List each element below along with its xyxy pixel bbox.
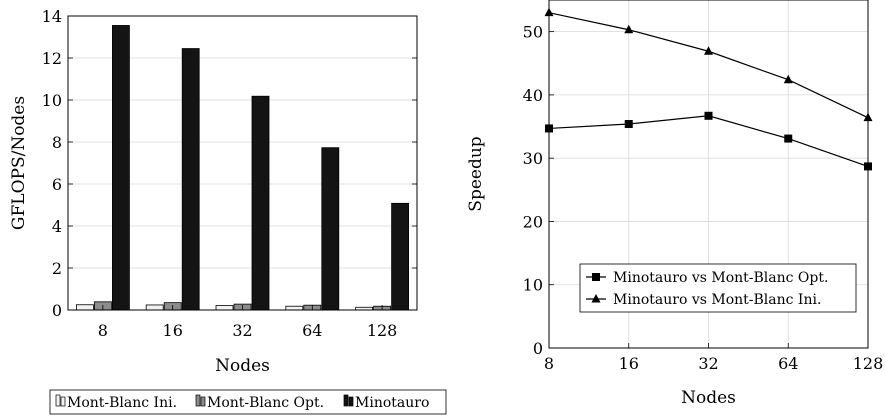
y-tick-label: 12 [42,49,62,68]
data-point [704,46,713,55]
data-point [783,74,793,84]
x-axis-label: Nodes [681,388,736,408]
bar [112,25,130,311]
legend-box [579,263,857,313]
y-tick-label: 20 [523,212,543,231]
x-tick-label: 128 [853,354,884,373]
data-point [863,112,873,122]
plot-frame [548,0,869,349]
x-tick-label: 32 [698,354,718,373]
x-tick-label: 32 [232,321,252,340]
data-point [704,111,713,120]
y-tick-label: 8 [52,133,62,152]
bar [145,304,164,311]
x-tick-label: 16 [163,321,183,340]
y-tick-label: 4 [52,217,62,236]
gflops-per-node-bar-chart: 0 2 4 6 8 10 12 14 8 16 32 64 128 Nodes GFLOPS/Nodes Mo… [9,7,447,415]
x-axis-label: Nodes [215,356,270,376]
bar [181,48,200,311]
x-tick-label: 64 [778,354,798,373]
bar [251,95,270,311]
data-point [784,134,793,143]
data-point [624,120,633,129]
legend-label: Mont-Blanc Ini. [67,395,177,411]
y-axis-label: Speedup [466,136,486,211]
x-tick-label: 8 [98,321,108,340]
y-tick-label: 40 [523,86,543,105]
data-point [545,124,553,133]
x-tick-label: 8 [544,354,554,373]
y-axis-label: GFLOPS/Nodes [9,96,29,230]
y-tick-label: 30 [523,149,543,168]
bar [391,202,410,311]
y-tick-label: 10 [42,91,62,110]
legend-swatch [348,396,354,407]
legend-label: Minotauro vs Mont-Blanc Opt. [613,270,828,286]
plot-frame [67,15,418,311]
legend-label: Mont-Blanc Opt. [207,395,324,411]
legend-swatch [195,394,201,407]
y-tick-label: 14 [42,7,62,26]
data-point [624,24,634,34]
legend-label: Minotauro [355,395,429,411]
bar [285,305,304,311]
legend-swatch [200,396,206,407]
data-point [864,162,872,171]
y-tick-label: 2 [52,259,62,278]
data-point [592,273,600,281]
x-tick-label: 16 [619,354,639,373]
x-tick-label: 64 [302,321,322,340]
legend-label: Minotauro vs Mont-Blanc Ini. [613,292,821,308]
y-tick-label: 6 [52,175,62,194]
legend-swatch [55,394,61,407]
data-point [591,294,601,303]
x-tick-label: 128 [367,321,398,340]
data-point [544,7,554,17]
y-tick-label: 0 [52,301,62,320]
y-tick-label: 0 [533,339,543,358]
legend-swatch [343,394,349,407]
y-tick-label: 10 [523,276,543,295]
legend-swatch [60,396,66,407]
legend-box [49,389,447,415]
bar [321,147,340,311]
bar [215,305,234,311]
y-tick-label: 50 [523,23,543,42]
speedup-line-chart: 0 10 20 30 40 50 8 16 32 64 128 Nodes Speedup Minotau… [466,0,883,408]
bar [76,304,94,311]
